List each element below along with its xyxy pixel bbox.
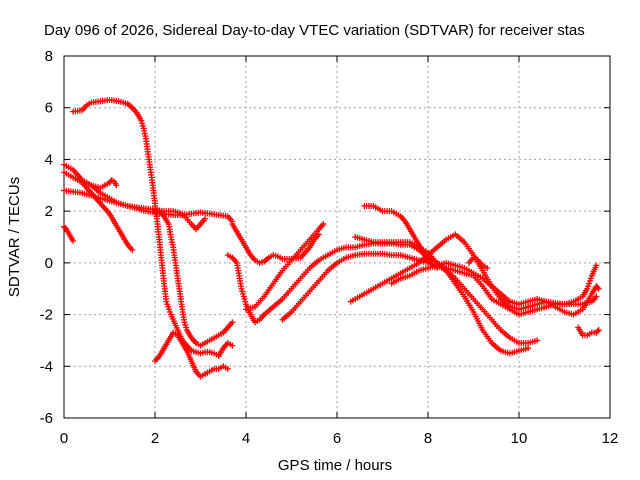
data-marks <box>61 96 602 380</box>
series-sat-r <box>575 324 602 339</box>
series-sat-a <box>70 96 236 359</box>
y-tick-label: 6 <box>45 100 53 117</box>
y-tick-label: 8 <box>45 48 53 65</box>
x-tick-label: 12 <box>602 430 619 447</box>
data-point <box>70 237 77 244</box>
y-tick-label: -6 <box>40 410 53 427</box>
series-sat-e <box>61 223 77 244</box>
data-point <box>595 285 602 292</box>
y-axis-label: SDTVAR / TECUs <box>6 177 23 297</box>
data-point <box>594 328 601 335</box>
series-sat-o <box>347 231 600 313</box>
series-sat-p <box>388 259 602 318</box>
x-tick-label: 0 <box>60 430 68 447</box>
data-point <box>593 293 600 300</box>
x-axis-label: GPS time / hours <box>278 457 392 474</box>
data-point <box>62 224 69 231</box>
data-point <box>484 265 491 272</box>
x-tick-label: 6 <box>333 430 341 447</box>
gridlines <box>64 56 610 418</box>
y-tick-label: 0 <box>45 255 53 272</box>
data-point <box>595 327 602 334</box>
series-sat-q <box>465 254 491 272</box>
data-point <box>534 337 541 344</box>
data-point <box>202 215 209 222</box>
data-point <box>129 246 136 253</box>
data-point <box>315 231 322 238</box>
series-sat-k <box>229 221 322 266</box>
x-tick-label: 2 <box>151 430 159 447</box>
series-sat-h <box>152 329 231 380</box>
series-sat-i <box>224 240 600 326</box>
x-tick-label: 4 <box>242 430 250 447</box>
x-tick-label: 8 <box>424 430 432 447</box>
y-tick-label: -2 <box>40 307 53 324</box>
series-sat-c <box>61 161 209 233</box>
data-point <box>594 284 601 291</box>
x-tick-label: 10 <box>511 430 528 447</box>
chart-title: Day 096 of 2026, Sidereal Day-to-day VTE… <box>44 22 585 39</box>
data-point <box>229 319 236 326</box>
series-sat-d <box>61 169 136 253</box>
series-sat-j <box>243 221 327 313</box>
y-tick-label: -4 <box>40 358 53 375</box>
y-tick-label: 4 <box>45 151 53 168</box>
series-sat-f <box>83 177 120 191</box>
data-point <box>525 345 532 352</box>
data-point <box>229 342 236 349</box>
series-sat-g <box>156 208 236 349</box>
data-point <box>113 182 120 189</box>
axis-ticks: 0 2 4 6 8 10 12 -6 -4 -2 0 2 4 6 8 <box>40 48 619 447</box>
data-point <box>593 262 600 269</box>
data-point <box>320 221 327 228</box>
data-point <box>224 365 231 372</box>
y-tick-label: 2 <box>45 203 53 220</box>
